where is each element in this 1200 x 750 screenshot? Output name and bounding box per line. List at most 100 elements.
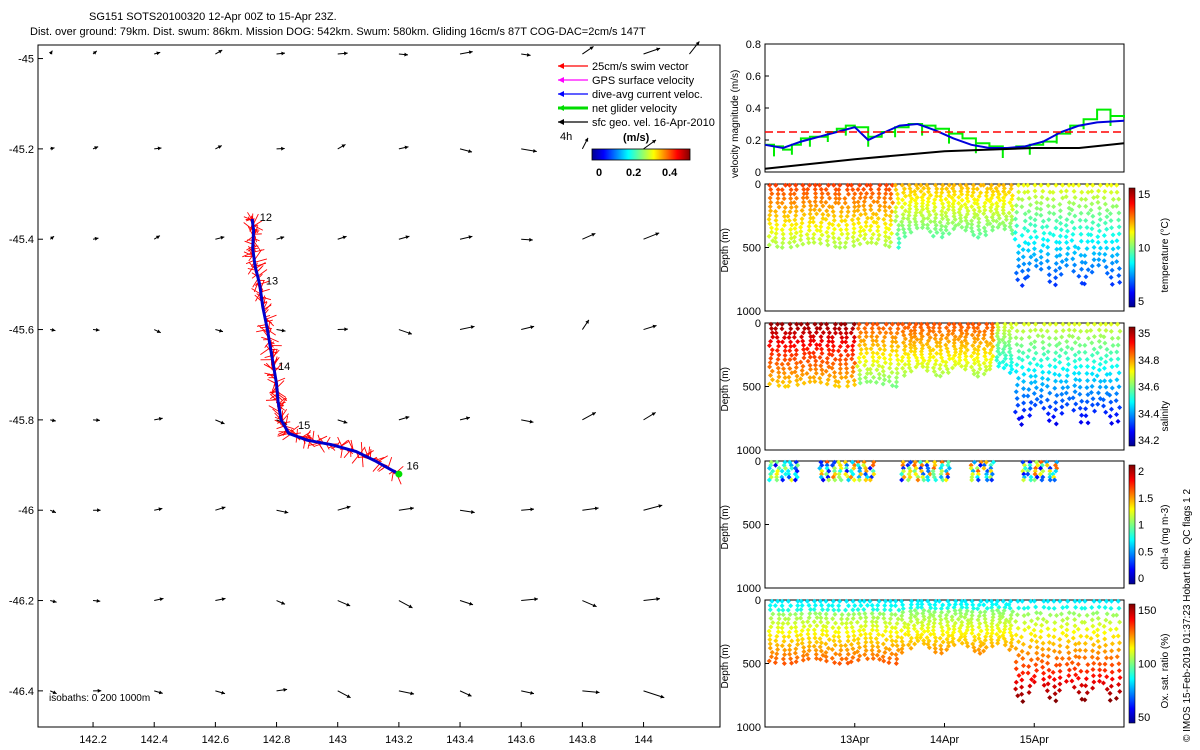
profile-dot [1009,193,1015,199]
profile-dot [792,477,798,483]
profile-dot [787,379,793,385]
profile-dot [864,371,870,377]
profile-dot [914,617,920,623]
profile-dot [776,607,782,613]
profile-dot [849,356,855,362]
day-label: 16 [407,461,419,473]
profile-dot [886,187,892,193]
profile-dot [951,337,957,343]
profile-dot [1116,224,1122,230]
profile-dot [875,644,881,650]
profile-dot [1064,262,1070,268]
profile-dot [801,644,807,650]
profile-dot [789,660,795,666]
profile-dot [831,217,837,223]
profile-dot [1078,633,1084,639]
profile-dot [943,335,949,341]
profile-dot [789,477,795,483]
profile-dot [882,628,888,634]
profile-dot [969,477,975,483]
profile-dot [1064,621,1070,627]
profile-dot [779,200,785,206]
profile-dot [997,610,1003,616]
profile-dot [950,204,956,210]
profile-dot [1046,369,1052,375]
geo-arrow-head [346,602,351,607]
profile-dot [1047,321,1053,327]
profile-dot [799,611,805,617]
colorbar-tick-label: 15 [1138,189,1150,201]
profile-dot [1040,646,1046,652]
profile-dot [943,612,949,618]
profile-dot [981,641,987,647]
profile-dot [1064,251,1070,257]
profile-dot [906,362,912,368]
profile-dot [1052,371,1058,377]
profile-dot [934,186,940,192]
profile-dot [1057,649,1063,655]
profile-dot [824,238,830,244]
profile-dot [1116,647,1122,653]
profile-dot [1102,630,1108,636]
profile-dot [1116,370,1122,376]
profile-dot [792,611,798,617]
profile-dot [1057,598,1063,604]
profile-dot [782,465,788,471]
profile-dot [1064,661,1070,667]
profile-dot [896,222,902,228]
profile-dot [1082,655,1088,661]
profile-dot [779,326,785,332]
profile-dot [875,199,881,205]
profile-dot [857,380,863,386]
profile-dot [845,379,851,385]
profile-dot [1060,617,1066,623]
profile-dot [867,182,873,188]
profile-dot [810,235,816,241]
profile-dot [1034,234,1040,240]
profile-dot [970,343,976,349]
profile-dot [1053,421,1059,427]
profile-dot [843,642,849,648]
profile-dot [812,635,818,641]
profile-dot [932,649,938,655]
profile-dot [820,330,826,336]
profile-dot [769,649,775,655]
profile-dot [949,639,955,645]
profile-dot [1066,327,1072,333]
profile-dot [958,218,964,224]
profile-dot [1041,598,1047,604]
profile-dot [776,204,782,210]
profile-dot [836,603,842,609]
profile-dot [918,188,924,194]
profile-dot [769,368,775,374]
profile-dot [933,211,939,217]
profile-dot [1010,207,1016,213]
profile-dot [1109,641,1115,647]
profile-dot [767,607,773,613]
profile-dot [1040,188,1046,194]
profile-dot [876,371,882,377]
profile-dot [1047,477,1053,483]
profile-dot [927,351,933,357]
profile-dot [793,629,799,635]
profile-dot [843,471,849,477]
profile-dot [1025,247,1031,253]
geo-arrow-head [220,420,225,425]
profile-dot [1053,182,1059,188]
profile-dot [838,616,844,622]
profile-dot [1109,253,1115,259]
colorbar-tick-2: 0.4 [662,167,678,179]
profile-dot [1001,346,1007,352]
profile-dot [783,471,789,477]
profile-dot [855,186,861,192]
profile-dot [994,218,1000,224]
profile-dot [1025,611,1031,617]
profile-dot [767,221,773,227]
profile-dot [1085,239,1091,245]
swim-vector [376,455,388,463]
profile-dot [893,598,899,604]
profile-dot [1053,328,1059,334]
profile-dot [1040,236,1046,242]
profile-dot [1091,679,1097,685]
profile-dot [1019,684,1025,690]
